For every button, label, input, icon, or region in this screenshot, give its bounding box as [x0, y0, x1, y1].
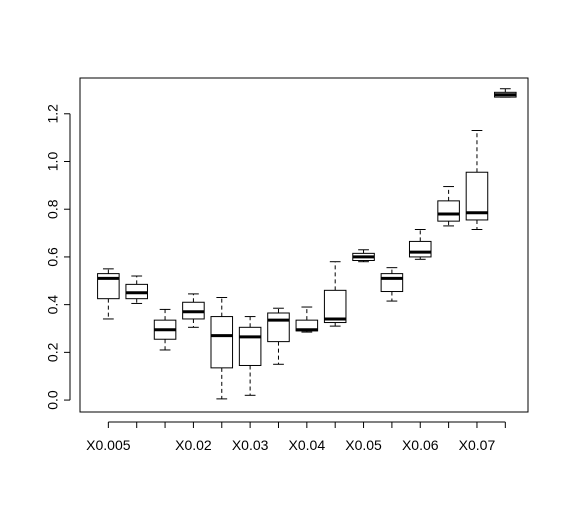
y-tick-label: 0.8 — [45, 199, 61, 219]
y-axis: 0.0 0.2 0.4 0.6 0.8 1.0 1.2 — [45, 104, 71, 410]
box-8 — [295, 306, 319, 333]
box-4 — [182, 293, 205, 328]
box-3 — [153, 308, 177, 351]
box-iqr — [267, 312, 290, 343]
x-tick-label: X0.06 — [402, 437, 439, 453]
x-tick-label: X0.05 — [345, 437, 382, 453]
box-1 — [97, 268, 120, 320]
box-11 — [380, 267, 404, 302]
box-iqr — [408, 240, 432, 258]
box-iqr — [437, 200, 460, 222]
y-tick-label: 0.4 — [45, 295, 61, 315]
x-tick-label: X0.04 — [289, 437, 326, 453]
box-13 — [437, 186, 460, 227]
box-2 — [125, 275, 148, 304]
box-6 — [238, 316, 262, 396]
box-10 — [352, 249, 375, 263]
x-tick-label: X0.005 — [86, 437, 131, 453]
box-15 — [494, 88, 517, 98]
x-tick-label: X0.02 — [175, 437, 212, 453]
y-tick-label: 0.0 — [45, 390, 61, 410]
box-14 — [465, 129, 489, 230]
box-7 — [267, 307, 290, 365]
box-12 — [408, 228, 432, 260]
y-tick-label: 1.2 — [45, 104, 61, 124]
box-5 — [210, 296, 234, 400]
x-axis: X0.005 X0.02 X0.03 X0.04 X0.05 X0.06 X0.07 — [86, 421, 506, 453]
box-iqr — [465, 171, 489, 221]
boxes-group — [97, 88, 517, 400]
x-tick-label: X0.07 — [459, 437, 496, 453]
plot-frame — [79, 77, 529, 413]
y-tick-label: 0.6 — [45, 247, 61, 267]
box-iqr — [210, 316, 234, 369]
box-9 — [323, 261, 347, 327]
y-tick-label: 0.2 — [45, 342, 61, 362]
y-tick-label: 1.0 — [45, 152, 61, 172]
box-iqr — [380, 273, 404, 293]
box-iqr — [323, 289, 347, 324]
x-tick-label: X0.03 — [232, 437, 269, 453]
box-iqr — [238, 326, 262, 366]
